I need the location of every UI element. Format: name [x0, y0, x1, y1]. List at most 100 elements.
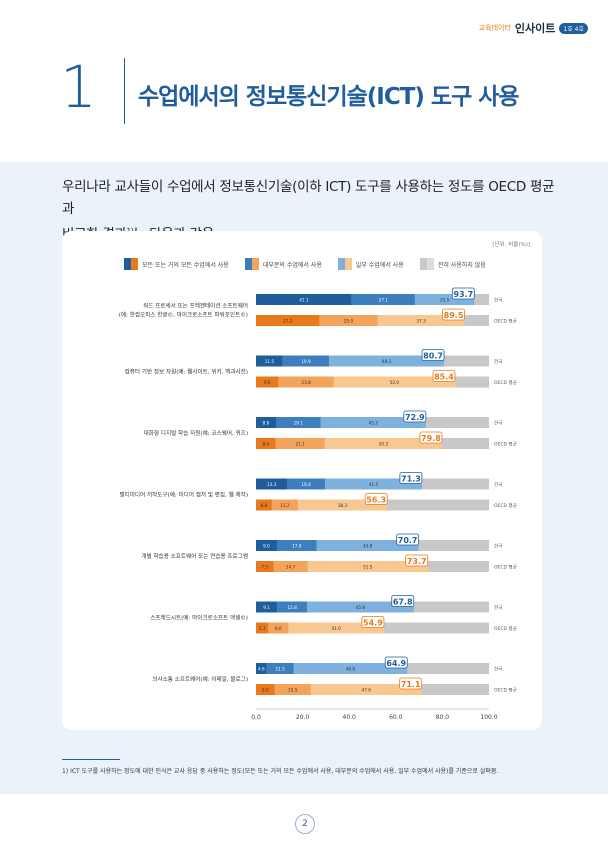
oecd-segment-label: 6.8 [261, 503, 268, 508]
oecd-total-label: 89.5 [444, 311, 464, 320]
korea-bar-segment [256, 601, 278, 613]
x-tick-label: 60.0 [389, 714, 403, 721]
unit-label: [단위: 비율(%)] [492, 242, 530, 248]
oecd-segment-label: 47.6 [362, 688, 372, 693]
korea-total-box [421, 349, 445, 361]
korea-bar-segment [256, 478, 287, 490]
korea-segment-label: 45.8 [356, 605, 366, 610]
category-label: 개별 학습용 소프트웨어 또는 연습용 프로그램 [141, 552, 248, 560]
oecd-bar-segment [274, 684, 311, 695]
korea-bar-segment [266, 663, 294, 674]
oecd-bar-segment [307, 561, 428, 572]
oecd-bar-segment [310, 684, 422, 695]
oecd-segment-label: 25.0 [344, 319, 354, 324]
x-tick-label: 100.0 [480, 714, 497, 721]
korea-segment-label: 16.4 [301, 482, 311, 487]
oecd-segment-label: 7.5 [261, 565, 268, 570]
oecd-bar-segment [256, 438, 276, 449]
group-label: 한국 [494, 544, 502, 550]
korea-segment-label: 41.5 [369, 482, 379, 487]
korea-segment-label: 11.5 [265, 359, 275, 364]
oecd-bar-segment [256, 315, 320, 326]
oecd-total-box [364, 493, 388, 505]
group-label: 한국 [494, 298, 502, 304]
oecd-bar-segment [275, 438, 325, 449]
oecd-segment-label: 50.3 [379, 442, 389, 447]
korea-bar-segment [325, 478, 422, 490]
korea-total-label: 72.9 [405, 413, 425, 422]
oecd-total-box [442, 308, 465, 321]
oecd-total-box [432, 370, 456, 382]
group-label: 한국 [494, 421, 502, 427]
group-label: 한국 [494, 667, 502, 673]
oecd-segment-label: 15.5 [288, 688, 298, 693]
korea-segment-label: 25.5 [440, 298, 450, 303]
oecd-bar-segment [273, 561, 308, 572]
korea-segment-label: 17.0 [292, 544, 302, 549]
oecd-total-label: 54.9 [363, 619, 383, 628]
category-label: (예: 한컴오피스 한글©, 마이크로소프트 파워포인트©) [119, 311, 248, 319]
korea-bar-segment [351, 294, 415, 305]
oecd-bar-segment [256, 622, 269, 634]
legend-swatch-all [124, 258, 138, 270]
oecd-segment-label: 8.0 [262, 688, 269, 693]
korea-total-box [391, 595, 415, 607]
brand-main: 인사이트 [514, 22, 556, 35]
korea-bar-segment [329, 355, 445, 367]
group-label: 한국 [494, 359, 502, 365]
legend-item-all: 모든 또는 거의 모든 수업에서 사용 [124, 258, 229, 270]
oecd-bar-segment [333, 376, 455, 388]
oecd-bar-segment [288, 622, 384, 634]
oecd-bar-segment [256, 499, 272, 511]
korea-bar-segment [293, 663, 408, 674]
korea-segment-label: 48.8 [346, 667, 356, 672]
korea-segment-label: 45.2 [369, 421, 379, 426]
legend-swatch-most [244, 258, 259, 270]
page-number: 2 [295, 814, 315, 834]
x-tick-label: 0.0 [251, 714, 261, 721]
korea-segment-label: 49.3 [382, 359, 392, 364]
korea-bar-segment [282, 355, 330, 367]
korea-total-box [399, 472, 423, 484]
korea-total-label: 70.7 [398, 536, 418, 545]
oecd-total-box [405, 554, 429, 567]
korea-segment-label: 9.0 [263, 544, 270, 549]
korea-total-label: 64.9 [386, 659, 406, 668]
group-label: 한국 [494, 605, 502, 611]
korea-bar-segment [320, 417, 426, 428]
oecd-bar-segment [271, 499, 298, 511]
oecd-total-label: 73.7 [407, 557, 427, 566]
korea-bar-segment [286, 478, 326, 490]
stacked-bar-chart: 워드 프로세서 또는 프레젠테이션 소프트웨어(예: 한컴오피스 한글©, 마이… [119, 287, 517, 721]
oecd-segment-label: 52.0 [390, 380, 400, 385]
legend-item-none: 전혀 사용하지 않음 [419, 258, 486, 270]
oecd-bar-segment [256, 684, 275, 695]
oecd-total-box [399, 677, 423, 690]
korea-segment-label: 4.6 [258, 667, 265, 672]
x-tick-label: 80.0 [436, 714, 450, 721]
chart-card: [단위: 비율(%)] 모든 또는 거의 모든 수업에서 사용 대부분의 수업에… [62, 231, 542, 730]
korea-segment-label: 27.1 [379, 298, 389, 303]
intro-line1: 우리나라 교사들이 수업에서 정보통신기술(이하 ICT) 도구를 사용하는 정… [62, 179, 555, 217]
korea-segment-label: 13.3 [267, 482, 277, 487]
oecd-segment-label: 51.5 [363, 565, 373, 570]
korea-segment-label: 41.1 [299, 298, 309, 303]
oecd-bar-segment [324, 438, 442, 449]
footnote: 1) ICT 도구를 사용하는 정도에 대한 인식은 교사 응답 중 사용하는 … [62, 768, 499, 775]
oecd-segment-label: 14.7 [286, 565, 296, 570]
korea-total-box [451, 287, 475, 300]
korea-bar-segment [256, 355, 283, 367]
group-label: OECD 평균 [494, 318, 517, 325]
group-label: OECD 평균 [494, 625, 517, 632]
group-label: OECD 평균 [494, 564, 517, 571]
oecd-segment-label: 11.2 [280, 503, 290, 508]
oecd-total-box [419, 431, 443, 444]
korea-total-label: 67.8 [393, 598, 413, 607]
category-label: 멀티미디어 저작도구(예: 미디어 캡처 및 편집, 웹 제작) [119, 491, 248, 499]
korea-bar-segment [414, 294, 475, 305]
korea-segment-label: 11.5 [275, 667, 285, 672]
korea-total-label: 80.7 [423, 352, 443, 361]
oecd-bar-segment [319, 315, 378, 326]
korea-total-box [384, 656, 408, 669]
footnote-rule [62, 759, 120, 760]
